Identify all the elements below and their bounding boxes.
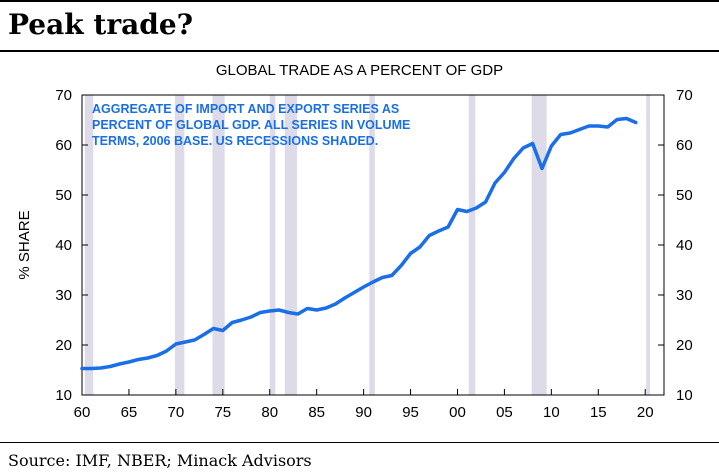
y-tick-label-right: 10 [676, 387, 693, 404]
line-chart: 10 10 20 20 30 30 40 40 50 50 60 60 70 70 60 65 70 75 80 85… [16, 87, 693, 421]
y-tick-label-right: 50 [676, 187, 693, 204]
recession-band-4 [284, 95, 297, 395]
annotation-line: PERCENT OF GLOBAL GDP. ALL SERIES IN VOL… [92, 118, 410, 132]
x-tick-label: 80 [261, 404, 278, 421]
y-tick-label-left: 10 [55, 387, 72, 404]
x-tick-label: 20 [637, 404, 654, 421]
y-tick-label-right: 60 [676, 137, 693, 154]
recession-band-6 [468, 95, 476, 395]
x-tick-label: 00 [449, 404, 466, 421]
x-tick-label: 85 [308, 404, 325, 421]
recession-band-0 [84, 95, 94, 395]
y-tick-label-right: 20 [676, 337, 693, 354]
x-tick-label: 05 [496, 404, 513, 421]
x-tick-label: 90 [355, 404, 372, 421]
source-bar: Source: IMF, NBER; Minack Advisors [0, 442, 719, 474]
source-note: Source: IMF, NBER; Minack Advisors [8, 451, 312, 470]
x-tick-label: 60 [74, 404, 91, 421]
y-tick-label-left: 50 [55, 187, 72, 204]
x-tick-label: 15 [590, 404, 607, 421]
recession-band-8 [646, 95, 650, 395]
recession-band-3 [269, 95, 276, 395]
recession-band-1 [174, 95, 185, 395]
y-tick-label-right: 30 [676, 287, 693, 304]
trade-share-line [80, 116, 638, 371]
y-tick-label-right: 70 [676, 87, 693, 104]
x-tick-label: 95 [402, 404, 419, 421]
annotation-line: AGGREGATE OF IMPORT AND EXPORT SERIES AS [92, 102, 399, 116]
x-tick-label: 10 [543, 404, 560, 421]
x-tick-label: 75 [214, 404, 231, 421]
chart-title: GLOBAL TRADE AS A PERCENT OF GDP [215, 62, 504, 79]
recession-band-7 [531, 95, 547, 395]
x-tick-label: 70 [168, 404, 185, 421]
y-axis-label: % SHARE [16, 210, 33, 279]
x-tick-label: 65 [121, 404, 138, 421]
y-tick-label-right: 40 [676, 237, 693, 254]
annotation-line: TERMS, 2006 BASE. US RECESSIONS SHADED. [92, 134, 378, 148]
recession-band-5 [369, 95, 375, 395]
headline: Peak trade? [8, 8, 194, 41]
y-tick-label-left: 30 [55, 287, 72, 304]
y-tick-label-left: 70 [55, 87, 72, 104]
headline-bar: Peak trade? [0, 0, 719, 52]
y-tick-label-left: 60 [55, 137, 72, 154]
recession-band-2 [212, 95, 225, 395]
y-tick-label-left: 20 [55, 337, 72, 354]
y-tick-label-left: 40 [55, 237, 72, 254]
